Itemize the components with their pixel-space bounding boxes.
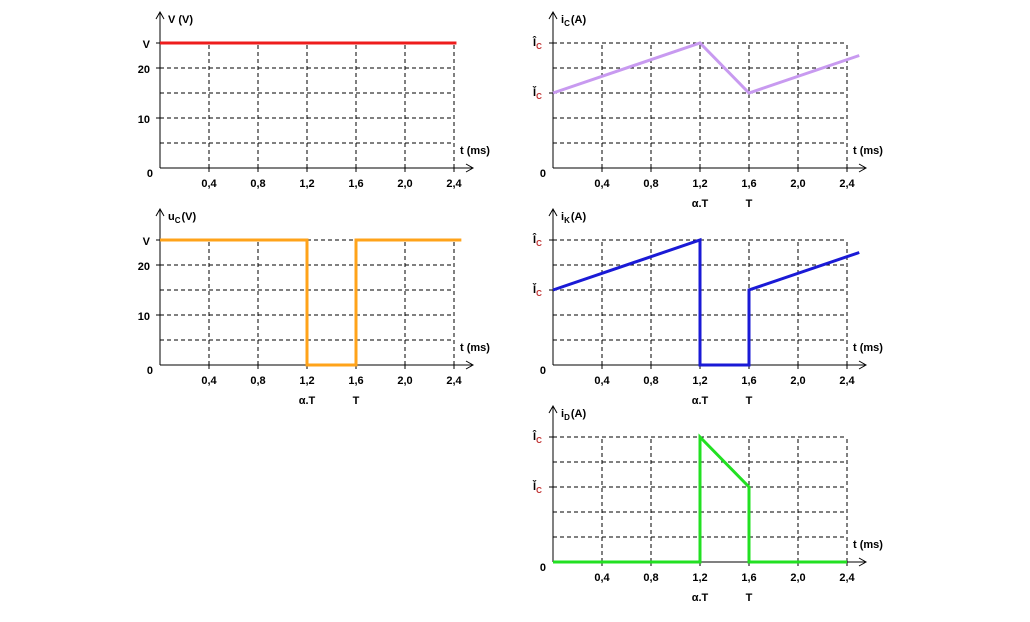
x-tick-label: 1,6 xyxy=(348,178,363,190)
y-axis-label-unit: (V) xyxy=(182,211,197,223)
x-tick-label: 0,4 xyxy=(201,178,217,190)
x-axis-arrow xyxy=(858,163,868,173)
x-tick-label: 0,8 xyxy=(643,572,658,584)
x-tick-label: 0,8 xyxy=(643,375,658,387)
x-tick-label: 2,0 xyxy=(790,178,805,190)
x-tick-label: 0,8 xyxy=(250,178,265,190)
x-tick-label: 2,4 xyxy=(446,178,462,190)
y-tick-label: 0 xyxy=(147,365,153,377)
y-tick-label: 10 xyxy=(138,114,150,126)
x-tick-label: 0,8 xyxy=(250,375,265,387)
y-tick-sub: C xyxy=(536,42,542,51)
series-line xyxy=(160,238,462,367)
x-tick-label: 0,4 xyxy=(201,375,217,387)
x-tick-label: 1,2 xyxy=(692,572,707,584)
y-axis-label: V (V) xyxy=(168,14,193,26)
y-tick-label: Î xyxy=(532,36,537,49)
series-line xyxy=(552,41,860,95)
x-tick-label: 0,4 xyxy=(594,375,610,387)
y-tick-label: 0 xyxy=(540,562,546,574)
y-tick-label: 10 xyxy=(138,311,150,323)
annotation: T xyxy=(746,198,753,210)
annotation: T xyxy=(353,395,360,407)
y-axis-label-unit: (A) xyxy=(571,14,587,26)
x-axis-arrow xyxy=(858,360,868,370)
x-axis-arrow xyxy=(858,557,868,567)
x-tick-label: 1,2 xyxy=(692,375,707,387)
y-tick-sub: C xyxy=(536,486,542,495)
x-tick-label: 2,0 xyxy=(790,572,805,584)
y-axis-label: i xyxy=(561,14,564,26)
y-axis-label-sub: K xyxy=(564,216,570,225)
y-tick-sub: C xyxy=(536,92,542,101)
x-axis-arrow xyxy=(465,163,475,173)
y-tick-label: 0 xyxy=(540,168,546,180)
y-axis-arrow xyxy=(155,207,165,217)
x-axis-label: t (ms) xyxy=(460,145,490,157)
y-axis-label: i xyxy=(561,211,564,223)
x-tick-label: 2,4 xyxy=(446,375,462,387)
x-tick-label: 2,4 xyxy=(839,178,855,190)
y-axis-arrow xyxy=(548,10,558,20)
y-tick-label: Î xyxy=(532,233,537,246)
x-tick-label: 0,8 xyxy=(643,178,658,190)
y-axis-label-unit: (A) xyxy=(571,211,587,223)
y-tick-sub: C xyxy=(536,436,542,445)
y-tick-label: 20 xyxy=(138,64,150,76)
x-tick-label: 1,6 xyxy=(741,178,756,190)
y-tick-label: V xyxy=(143,39,151,51)
y-tick-label: Ǐ xyxy=(532,480,537,493)
x-tick-label: 1,2 xyxy=(692,178,707,190)
y-axis-arrow xyxy=(548,207,558,217)
y-tick-label: 0 xyxy=(147,168,153,180)
y-axis-label-sub: D xyxy=(564,413,570,422)
x-tick-label: 1,6 xyxy=(348,375,363,387)
y-tick-label: Î xyxy=(532,430,537,443)
x-tick-label: 0,4 xyxy=(594,178,610,190)
x-tick-label: 1,2 xyxy=(299,375,314,387)
y-tick-sub: C xyxy=(536,289,542,298)
y-axis-label-unit: (A) xyxy=(571,408,587,420)
x-axis-label: t (ms) xyxy=(460,342,490,354)
x-tick-label: 1,6 xyxy=(741,375,756,387)
y-tick-label: 20 xyxy=(138,261,150,273)
series-line xyxy=(553,433,847,564)
x-tick-label: 2,0 xyxy=(790,375,805,387)
x-axis-arrow xyxy=(465,360,475,370)
x-tick-label: 2,4 xyxy=(839,572,855,584)
x-tick-label: 2,0 xyxy=(397,375,412,387)
x-axis-label: t (ms) xyxy=(853,145,883,157)
annotation: α.T xyxy=(692,592,709,604)
y-axis-arrow xyxy=(548,404,558,414)
x-tick-label: 2,0 xyxy=(397,178,412,190)
y-tick-label: Ǐ xyxy=(532,283,537,296)
x-tick-label: 2,4 xyxy=(839,375,855,387)
y-axis-label-sub: C xyxy=(175,216,181,225)
x-tick-label: 1,6 xyxy=(741,572,756,584)
annotation: α.T xyxy=(692,395,709,407)
y-axis-arrow xyxy=(155,10,165,20)
y-axis-label-sub: C xyxy=(564,19,570,28)
annotation: α.T xyxy=(299,395,316,407)
x-tick-label: 1,2 xyxy=(299,178,314,190)
annotation: T xyxy=(746,592,753,604)
x-tick-label: 0,4 xyxy=(594,572,610,584)
y-tick-label: 0 xyxy=(540,365,546,377)
y-axis-label: u xyxy=(168,211,175,223)
y-tick-label: V xyxy=(143,236,151,248)
y-tick-sub: C xyxy=(536,239,542,248)
x-axis-label: t (ms) xyxy=(853,342,883,354)
x-axis-label: t (ms) xyxy=(853,539,883,551)
y-axis-label: i xyxy=(561,408,564,420)
annotation: T xyxy=(746,395,753,407)
series-line xyxy=(552,237,860,367)
annotation: α.T xyxy=(692,198,709,210)
y-tick-label: Ǐ xyxy=(532,86,537,99)
